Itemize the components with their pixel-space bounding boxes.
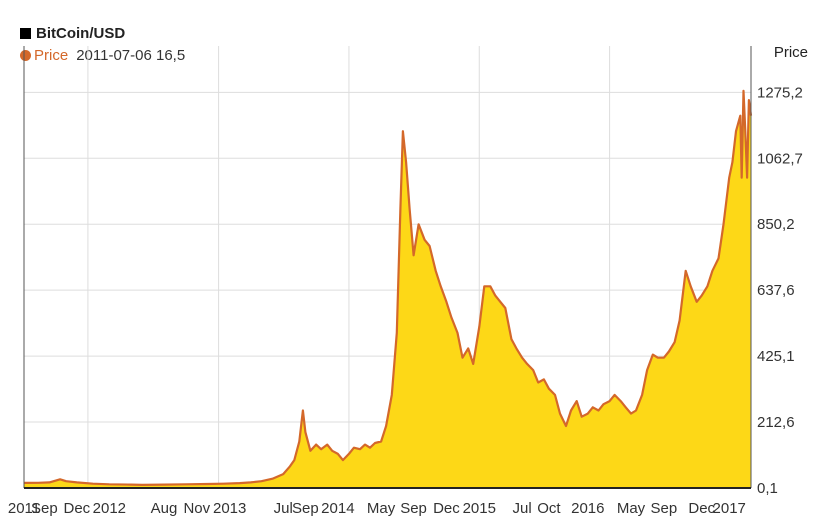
x-tick-label: 2015 bbox=[463, 500, 496, 517]
price-area bbox=[24, 90, 751, 489]
y-tick-label: 425,1 bbox=[757, 348, 795, 365]
x-tick-label: May bbox=[367, 500, 396, 517]
chart-title: BitCoin/USD bbox=[36, 24, 126, 42]
y-tick-label: 212,6 bbox=[757, 414, 795, 431]
x-tick-label: Sep bbox=[400, 500, 427, 517]
y-axis-label: Price bbox=[773, 44, 808, 61]
x-tick-label: 2014 bbox=[321, 500, 354, 517]
x-tick-label: Sep bbox=[651, 500, 678, 517]
y-tick-label: 850,2 bbox=[757, 216, 795, 233]
y-tick-label: 1062,7 bbox=[757, 150, 803, 167]
x-tick-label: 2011 bbox=[8, 500, 40, 517]
x-tick-label: Aug bbox=[151, 500, 178, 517]
y-tick-label: 637,6 bbox=[757, 282, 795, 299]
x-tick-label: 2012 bbox=[93, 500, 126, 517]
series-square-marker-icon bbox=[20, 27, 31, 39]
x-tick-label: Jul bbox=[274, 500, 293, 517]
x-tick-label: 2013 bbox=[213, 500, 246, 517]
x-tick-label: Oct bbox=[537, 500, 561, 517]
x-tick-label: Jul bbox=[513, 500, 532, 517]
legend-highlight-value: 16,5 bbox=[155, 46, 186, 64]
legend-title-row: BitCoin/USD bbox=[20, 22, 185, 44]
legend-highlight-date: 2011-07-06 bbox=[76, 46, 152, 64]
x-tick-label: Dec bbox=[688, 500, 715, 517]
legend-series-label: Price bbox=[34, 46, 69, 64]
series-dot-marker-icon bbox=[20, 49, 31, 61]
x-tick-label: Dec bbox=[64, 500, 91, 517]
x-tick-label: May bbox=[617, 500, 646, 517]
y-tick-label: 0,1 bbox=[757, 480, 778, 497]
x-tick-label: Sep bbox=[31, 500, 58, 517]
x-tick-label: 2016 bbox=[571, 500, 604, 517]
legend-series-row: Price 2011-07-06 16,5 bbox=[20, 44, 185, 66]
x-tick-label: 2017 bbox=[713, 500, 746, 517]
chart-legend: BitCoin/USD Price 2011-07-06 16,5 bbox=[20, 22, 185, 66]
x-tick-label: Dec bbox=[433, 500, 460, 517]
x-tick-label: Sep bbox=[292, 500, 319, 517]
x-tick-label: Nov bbox=[183, 500, 210, 517]
y-tick-label: 1275,2 bbox=[757, 84, 803, 101]
price-line bbox=[23, 89, 753, 486]
